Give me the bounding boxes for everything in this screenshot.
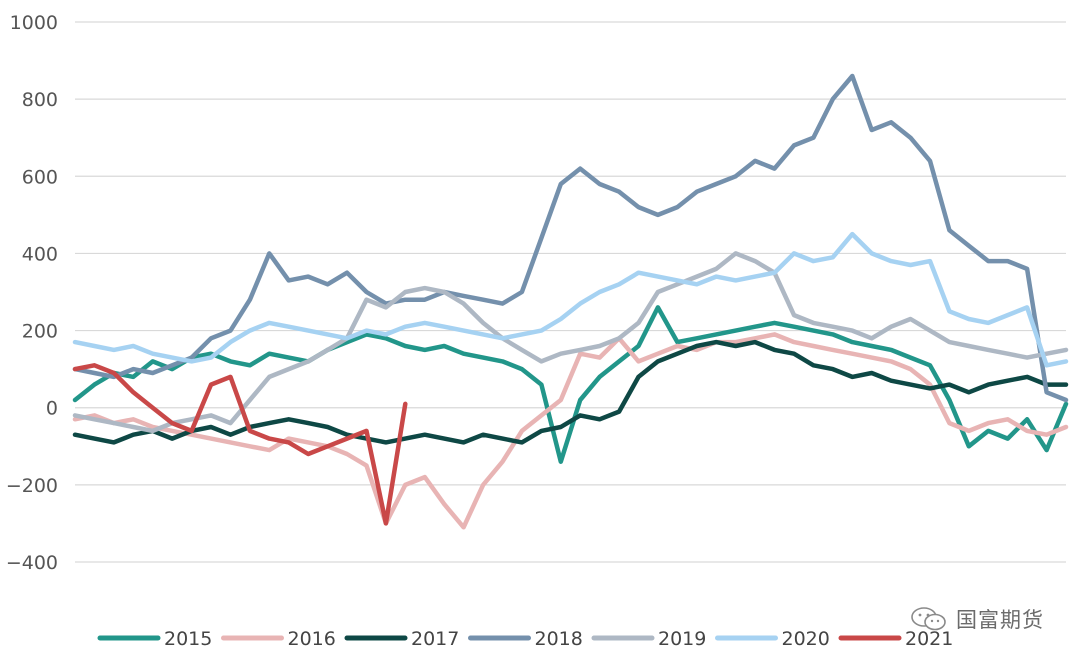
y-tick-label: 200 bbox=[22, 321, 58, 343]
y-tick-label: −400 bbox=[6, 552, 58, 574]
y-tick-label: 1000 bbox=[10, 12, 58, 34]
y-tick-label: 800 bbox=[22, 89, 58, 111]
series-line-2019 bbox=[72, 251, 1069, 434]
series-line-2016 bbox=[72, 332, 1069, 530]
legend-label-2017: 2017 bbox=[411, 628, 459, 650]
legend-label-2018: 2018 bbox=[535, 628, 583, 650]
legend-label-2021: 2021 bbox=[905, 628, 953, 650]
y-axis-tick-labels: 1000 800 600 400 200 0 −200 −400 bbox=[6, 12, 58, 574]
legend: 2015 2016 2017 2018 2019 2020 2021 bbox=[97, 628, 953, 650]
wechat-icon bbox=[911, 607, 946, 631]
series-line-2021 bbox=[72, 363, 408, 526]
series-line-2020 bbox=[72, 231, 1069, 368]
y-tick-label: 600 bbox=[22, 166, 58, 188]
y-tick-label: 400 bbox=[22, 243, 58, 265]
legend-label-2019: 2019 bbox=[658, 628, 706, 650]
series-line-2018 bbox=[72, 73, 1069, 403]
legend-label-2016: 2016 bbox=[288, 628, 336, 650]
series-line-2015 bbox=[72, 305, 1069, 464]
series-line-2017 bbox=[72, 339, 1069, 445]
y-tick-label: 0 bbox=[46, 398, 58, 420]
watermark: 国富期货 bbox=[910, 604, 1044, 634]
y-tick-label: −200 bbox=[6, 475, 58, 497]
series-lines bbox=[72, 73, 1069, 530]
grid-lines bbox=[75, 21, 1066, 563]
watermark-text: 国富期货 bbox=[956, 608, 1044, 632]
legend-label-2015: 2015 bbox=[164, 628, 212, 650]
legend-label-2020: 2020 bbox=[782, 628, 830, 650]
